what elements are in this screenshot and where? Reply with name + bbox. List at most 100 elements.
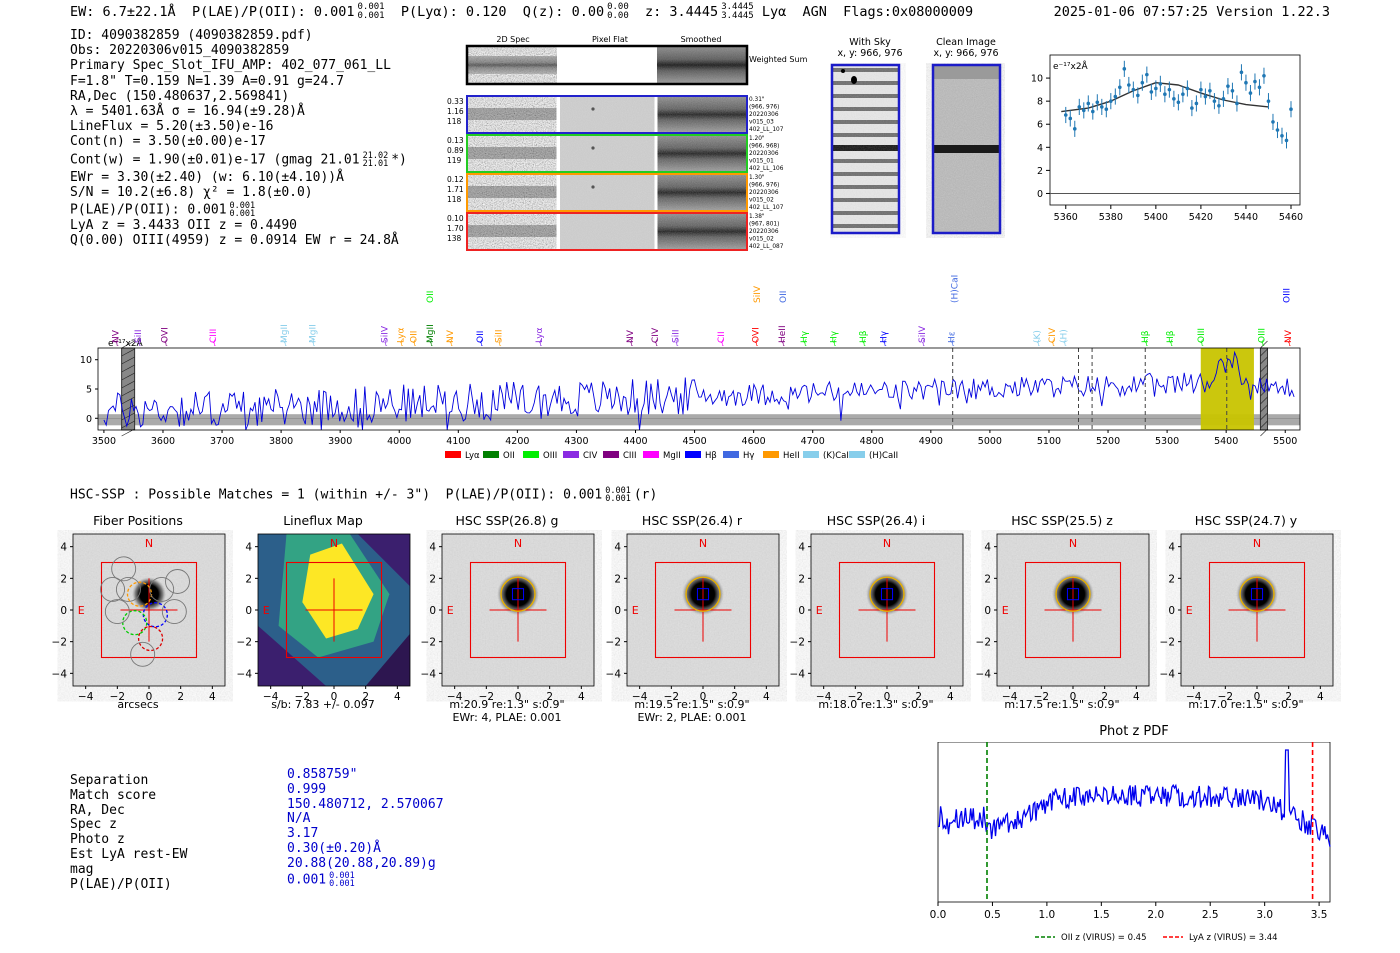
photz-legend-lya: LyA z (VIRUS) = 3.44 <box>1189 933 1278 943</box>
hsc-ytick: 4 <box>798 542 805 554</box>
value-est-lya-ew: 0.30(±0.20)Å <box>287 840 381 856</box>
with-sky-title: With Sky <box>849 37 891 48</box>
spectrum-xtick: 4600 <box>742 436 766 447</box>
clean-image <box>931 63 1002 235</box>
hsc-panel-image: N E −4 −4 −2 −2 0 0 2 2 4 4 <box>52 533 226 703</box>
svg-text:{: { <box>311 339 315 347</box>
header-plae-sub: 0.001 <box>357 11 385 21</box>
zoom-data-point <box>1280 127 1284 144</box>
photz-pdf-chart: 0.0 0.5 1.0 1.5 2.0 2.5 3.0 3.5 OII z (VIRUS) = … <box>930 742 1331 943</box>
zoom-data-point <box>1100 98 1104 115</box>
zoom-data-point <box>1194 95 1199 112</box>
zoom-data-point <box>1090 103 1095 120</box>
header-qz-sub: 0.00 <box>607 11 629 21</box>
legend-item: MgII <box>643 451 681 461</box>
hsc-ytick: −2 <box>790 637 805 649</box>
col-title-2dspec: 2D Spec <box>496 35 529 44</box>
hsc-panel: Fiber Positions N E −4 −4 −2 −2 0 0 2 2 4 4 arcsecs <box>43 510 233 725</box>
spectrum-ytick: 0 <box>86 414 92 425</box>
spectrum-legend: Lyα OII OIII CIV CIII MgII Hβ Hγ HeII (K)CaII (H)C… <box>445 451 898 461</box>
svg-text:{: { <box>951 339 955 347</box>
hsc-xtick: −2 <box>848 691 863 703</box>
fiber-row-right-info: 402_LL_107 <box>749 205 784 211</box>
info-fparams: F=1.8" T=0.159 N=1.39 A=0.91 g=24.7 <box>70 73 344 89</box>
hsc-xtick: −4 <box>1186 691 1202 703</box>
svg-text:{: { <box>883 339 887 347</box>
info-contw: Cont(w) = 1.90(±0.01)e-17 (gmag 21.01 <box>70 152 360 168</box>
spectral-line-label: Lyα{ <box>535 327 545 347</box>
spectrum-xtick: 4500 <box>682 436 706 447</box>
fiber-row-right-info: v015_02 <box>749 237 774 243</box>
hsc-panel-caption: m:18.0 re:1.3" s:0.9" <box>818 698 934 711</box>
svg-text:MgII: MgII <box>426 324 436 343</box>
info-contw-sup: 21.02 <box>362 150 389 161</box>
hsc-panel-caption: EWr: 2, PLAE: 0.001 <box>637 711 747 724</box>
svg-text:{: { <box>1036 339 1040 347</box>
photz-curve <box>937 749 1331 847</box>
svg-text:{: { <box>538 339 542 347</box>
match-labels: Separation Match score RA, Dec Spec z Ph… <box>70 773 188 892</box>
svg-text:{: { <box>832 339 836 347</box>
zoom-data-point <box>1081 102 1086 119</box>
header-z: z: 3.4445 <box>645 4 719 20</box>
hsc-panel-title: HSC SSP(26.4) i <box>826 513 926 528</box>
spectrum-xtick: 4800 <box>860 436 884 447</box>
svg-text:Hβ: Hβ <box>705 451 717 461</box>
value-plae-sup: 0.001 <box>329 870 355 881</box>
svg-text:Hβ: Hβ <box>1166 330 1176 343</box>
hsc-panel-image: N E −4 −4 −2 −2 0 0 2 2 4 4 <box>976 533 1150 703</box>
hsc-xtick: −2 <box>1218 691 1233 703</box>
fiber-row-right-info: 1.20" <box>749 136 765 142</box>
header-datetime-version: 2025-01-06 07:57:25 Version 1.22.3 <box>1054 4 1330 20</box>
spectrum-ytick: 5 <box>86 385 92 396</box>
legend-item: OIII <box>523 451 557 461</box>
spectrum-xtick: 4700 <box>801 436 825 447</box>
north-label: N <box>699 537 707 550</box>
value-plae: 0.001 <box>287 872 327 888</box>
info-sn: S/N = 10.2(±6.8) χ² = 1.8(±0.0) <box>70 184 313 200</box>
spectral-line-label: OII{ <box>409 331 419 347</box>
hsc-panel-title: HSC SSP(26.4) r <box>641 513 743 528</box>
hsc-ytick: 4 <box>1168 542 1175 554</box>
zoom-ytick: 6 <box>1037 120 1043 131</box>
legend-item: (H)CaII <box>849 451 898 461</box>
fiber-row-left-value: 0.10 <box>447 214 464 223</box>
hsc-xtick: 4 <box>394 691 401 703</box>
north-label: N <box>1253 537 1261 550</box>
zoom-data-point <box>1199 81 1203 98</box>
legend-item: OII <box>483 451 515 461</box>
zoom-data-point <box>1226 78 1230 95</box>
hsc-ytick: 2 <box>245 573 252 585</box>
zoom-ytick: 0 <box>1037 189 1043 200</box>
zoom-data-point <box>1275 121 1280 139</box>
hsc-ytick: 2 <box>60 573 67 585</box>
spectral-line-label: MgII{ <box>426 324 436 347</box>
zoom-data-point <box>1185 80 1190 97</box>
svg-text:{: { <box>449 339 453 347</box>
spectrum-xtick: 3500 <box>92 436 116 447</box>
hsc-xtick: 0 <box>1070 691 1077 703</box>
zoom-data-point <box>1181 86 1185 103</box>
sky-clean-cutouts <box>830 63 1002 235</box>
svg-text:MgII: MgII <box>663 451 681 461</box>
info-primary: Primary Spec_Slot_IFU_AMP: 402_077_061_L… <box>70 58 391 74</box>
zoom-data-point <box>1190 100 1194 117</box>
hsc-xtick: 4 <box>209 691 216 703</box>
zoom-data-point <box>1172 90 1176 107</box>
zoom-data-point <box>1095 94 1100 111</box>
hsc-panel: HSC SSP(26.8) g N E −4 −4 −2 −2 0 0 2 2 4 4 m:20.9 re… <box>412 510 602 725</box>
svg-text:HeII: HeII <box>778 325 788 343</box>
hsc-ytick: −2 <box>52 637 67 649</box>
svg-text:OII: OII <box>426 291 436 303</box>
zoom-xtick: 5440 <box>1234 212 1258 223</box>
svg-text:NV: NV <box>446 329 456 343</box>
hsc-panel-caption: m:17.0 re:1.5" s:0.9" <box>1188 698 1304 711</box>
zoom-xtick: 5380 <box>1099 212 1123 223</box>
label-plae: P(LAE)/P(OII) <box>70 876 172 892</box>
info-lya: LyA z = 3.4433 OII z = 0.4490 <box>70 218 297 234</box>
hsc-ytick: −4 <box>1160 668 1176 680</box>
info-contw-sub: 21.01 <box>362 158 389 169</box>
zoom-ytick: 10 <box>1031 74 1043 85</box>
label-est-lya-ew: Est LyA rest-EW <box>70 846 188 862</box>
